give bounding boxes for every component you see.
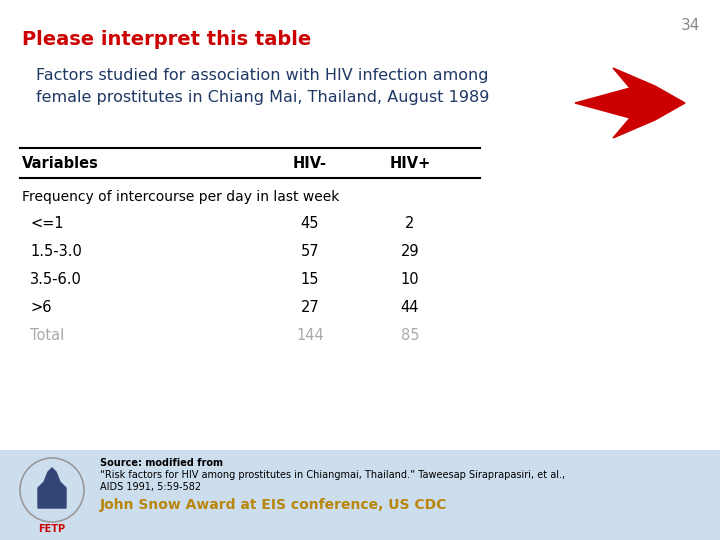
Text: 1.5-3.0: 1.5-3.0 — [30, 244, 82, 259]
Text: 34: 34 — [680, 18, 700, 33]
Text: AIDS 1991, 5:59-582: AIDS 1991, 5:59-582 — [100, 482, 201, 492]
Text: John Snow Award at EIS conference, US CDC: John Snow Award at EIS conference, US CD… — [100, 498, 447, 512]
Text: 27: 27 — [301, 300, 320, 315]
Text: HIV-: HIV- — [293, 156, 327, 171]
Text: 15: 15 — [301, 272, 319, 287]
Text: FETP: FETP — [38, 524, 66, 534]
Text: 144: 144 — [296, 328, 324, 343]
Text: “Risk factors for HIV among prostitutes in Chiangmai, Thailand.” Taweesap Sirapr: “Risk factors for HIV among prostitutes … — [100, 470, 565, 480]
Text: Please interpret this table: Please interpret this table — [22, 30, 311, 49]
Text: 29: 29 — [401, 244, 419, 259]
Text: >6: >6 — [30, 300, 52, 315]
Text: 45: 45 — [301, 216, 319, 231]
Text: <=1: <=1 — [30, 216, 63, 231]
Polygon shape — [38, 468, 66, 508]
Text: 10: 10 — [401, 272, 419, 287]
Text: 3.5-6.0: 3.5-6.0 — [30, 272, 82, 287]
Polygon shape — [575, 68, 685, 138]
Text: Source: modified from: Source: modified from — [100, 458, 223, 468]
Bar — [0, 450, 720, 540]
Text: 57: 57 — [301, 244, 319, 259]
Text: 2: 2 — [405, 216, 415, 231]
Text: female prostitutes in Chiang Mai, Thailand, August 1989: female prostitutes in Chiang Mai, Thaila… — [36, 90, 490, 105]
Text: HIV+: HIV+ — [390, 156, 431, 171]
Text: 44: 44 — [401, 300, 419, 315]
Text: 85: 85 — [401, 328, 419, 343]
Text: Frequency of intercourse per day in last week: Frequency of intercourse per day in last… — [22, 190, 339, 204]
Text: Total: Total — [30, 328, 64, 343]
Text: Factors studied for association with HIV infection among: Factors studied for association with HIV… — [36, 68, 488, 83]
Text: Variables: Variables — [22, 156, 99, 171]
